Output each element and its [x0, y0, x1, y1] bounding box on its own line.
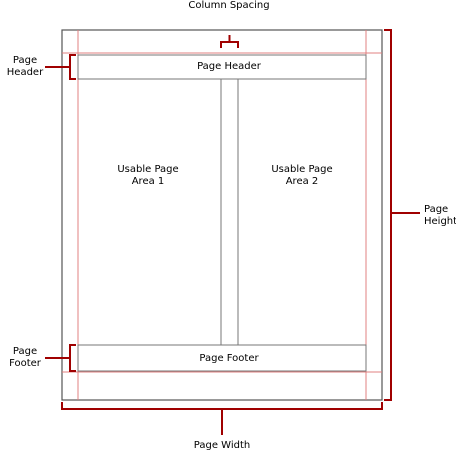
column-spacing-label: Column Spacing [188, 0, 270, 11]
page-height-bracket [384, 29, 420, 401]
page-width-bracket [61, 402, 383, 435]
page-footer-side-label: Page Footer [9, 346, 41, 369]
usable-page-area-1-label: Usable Page Area 1 [117, 164, 179, 187]
page-footer-band [77, 344, 367, 372]
page-header-band [77, 54, 367, 80]
page-outline [61, 29, 383, 401]
page-footer-band-label: Page Footer [199, 353, 259, 364]
page-header-side-label: Page Header [6, 55, 44, 78]
page-header-bracket [45, 54, 76, 80]
usable-page-area-2-label: Usable Page Area 2 [271, 164, 333, 187]
page-height-label: Page Height [424, 204, 456, 227]
page-width-label: Page Width [193, 440, 251, 451]
page-footer-bracket [45, 344, 76, 372]
column-spacing-bracket [220, 35, 239, 48]
page-header-band-label: Page Header [197, 61, 261, 72]
